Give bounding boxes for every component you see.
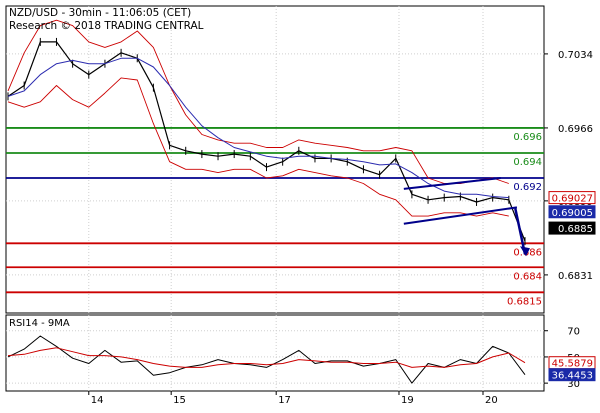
time-axis-label: 15 [173, 395, 186, 406]
bollinger-band-line [7, 77, 509, 217]
channel-upper-line [403, 177, 501, 190]
level-label: 0.696 [513, 132, 542, 143]
level-label: 0.694 [513, 157, 542, 168]
rsi-gridlines [6, 315, 544, 391]
rsi-axis-label: 70 [567, 327, 580, 338]
rsi-axis-label: 30 [567, 379, 580, 390]
moving-average-line [7, 57, 509, 199]
rsi-ma9-line [7, 347, 526, 368]
price-axis-label: 0.7034 [558, 50, 593, 61]
trend-channel [403, 177, 530, 257]
value-tag-box [548, 368, 596, 382]
channel-lower-line [403, 206, 518, 225]
price-series [7, 19, 526, 246]
forecast-arrow-shaft [514, 208, 527, 255]
rsi-panel-title: RSI14 - 9MA [9, 318, 70, 329]
level-label: 0.692 [513, 182, 542, 193]
rsi-panel-frame [5, 314, 545, 392]
time-axis-label: 19 [401, 395, 414, 406]
price-axis-label: 0.6966 [558, 124, 593, 135]
value-tag-label: 36.4453 [552, 371, 593, 382]
price-gridlines [6, 6, 544, 313]
value-tag-box [548, 205, 596, 219]
value-tag-box [548, 191, 596, 205]
time-axis-label: 17 [278, 395, 291, 406]
time-axis-label: 14 [91, 395, 104, 406]
level-label: 0.6815 [507, 296, 542, 307]
bollinger-band-line [7, 19, 509, 184]
forecast-arrow-head [520, 246, 530, 257]
value-tag-label: 45.5879 [552, 359, 593, 370]
time-axis-label: 20 [485, 395, 498, 406]
value-tag-box [548, 221, 596, 235]
value-tag-label: 0.69027 [552, 194, 593, 205]
price-axis-label: 0.6831 [558, 271, 593, 282]
chart-subtitle: Research © 2018 TRADING CENTRAL [9, 20, 204, 32]
value-tag-label: 0.69005 [552, 208, 593, 219]
price-panel-frame [5, 5, 545, 314]
rsi14-line [7, 335, 526, 384]
level-label: 0.684 [513, 271, 542, 282]
chart-title: NZD/USD - 30min - 11:06:05 (CET) [9, 7, 191, 19]
rsi-series [7, 335, 526, 384]
value-tag-label: 0.6885 [558, 224, 593, 235]
